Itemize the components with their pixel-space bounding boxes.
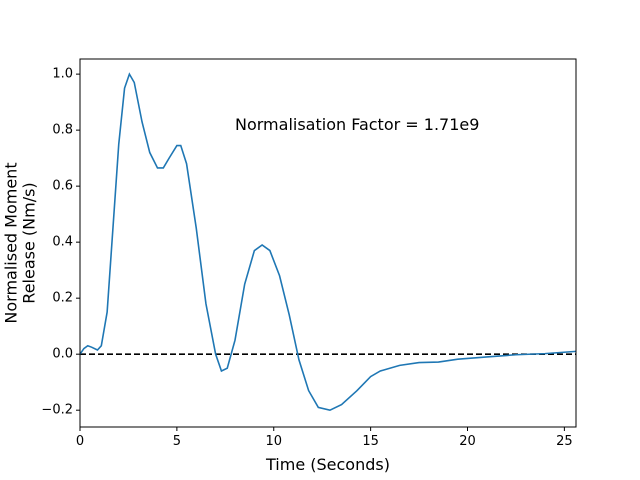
y-tick-label: 0.0 <box>52 347 73 362</box>
data-line <box>79 72 577 412</box>
x-tick-label: 0 <box>76 434 84 449</box>
y-tick-label: 0.2 <box>52 291 73 306</box>
x-tick-label: 10 <box>265 434 282 449</box>
y-axis-label: Normalised Moment <box>2 162 21 323</box>
y-tick-label: 0.6 <box>52 179 73 194</box>
y-axis-label: Release (Nm/s) <box>20 182 39 303</box>
y-tick-label: −0.2 <box>41 403 73 418</box>
x-axis-label: Time (Seconds) <box>265 455 390 474</box>
x-tick-label: 15 <box>362 434 379 449</box>
x-tick-label: 20 <box>459 434 476 449</box>
y-tick-label: 0.8 <box>52 123 73 138</box>
y-tick-label: 1.0 <box>52 67 73 82</box>
plot-frame <box>79 58 577 428</box>
annotation: Normalisation Factor = 1.71e9 <box>235 115 479 134</box>
x-tick-label: 25 <box>556 434 573 449</box>
y-tick-label: 0.4 <box>52 235 73 250</box>
x-tick-label: 5 <box>173 434 181 449</box>
